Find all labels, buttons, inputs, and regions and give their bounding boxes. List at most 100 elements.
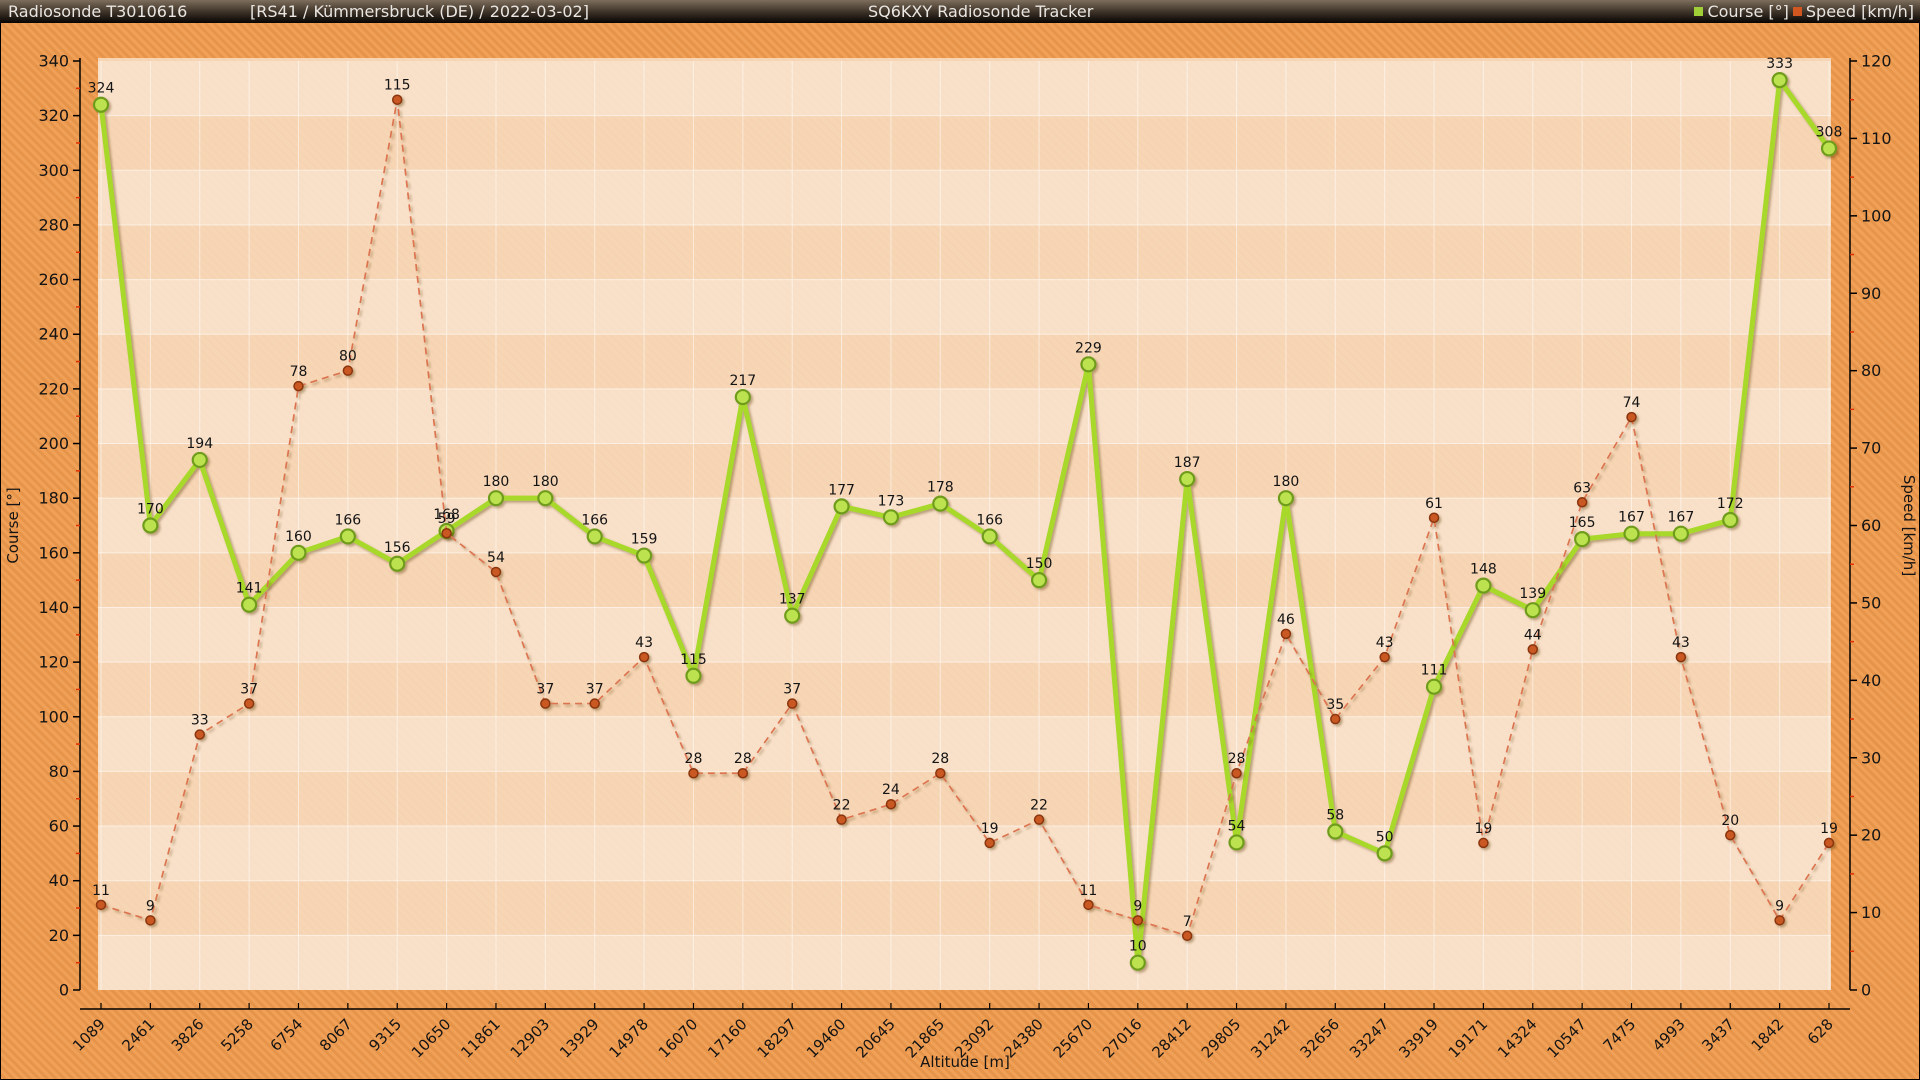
svg-text:Speed [km/h]: Speed [km/h] xyxy=(1900,475,1918,576)
svg-text:20: 20 xyxy=(1861,826,1881,845)
svg-text:19171: 19171 xyxy=(1445,1015,1491,1061)
svg-text:19: 19 xyxy=(1474,821,1492,837)
svg-text:1842: 1842 xyxy=(1748,1015,1788,1055)
svg-text:166: 166 xyxy=(976,512,1003,528)
svg-text:28: 28 xyxy=(685,751,703,767)
svg-text:11: 11 xyxy=(1080,883,1098,899)
svg-text:137: 137 xyxy=(779,592,806,608)
chart-legend: Course [°] Speed [km/h] xyxy=(1694,0,1914,23)
chart-svg: 0204060801001201401601802002202402602803… xyxy=(4,52,1918,1072)
svg-text:180: 180 xyxy=(483,474,510,490)
svg-text:120: 120 xyxy=(38,653,69,672)
svg-text:16070: 16070 xyxy=(655,1015,701,1061)
svg-text:9: 9 xyxy=(1133,898,1142,914)
svg-text:139: 139 xyxy=(1519,586,1546,602)
svg-text:229: 229 xyxy=(1075,340,1102,356)
svg-text:160: 160 xyxy=(38,543,69,562)
svg-text:80: 80 xyxy=(49,762,69,781)
svg-text:148: 148 xyxy=(1470,562,1497,578)
svg-text:54: 54 xyxy=(1228,818,1246,834)
svg-text:60: 60 xyxy=(49,817,69,836)
svg-text:217: 217 xyxy=(729,373,756,389)
svg-text:58: 58 xyxy=(1326,808,1344,824)
svg-text:14324: 14324 xyxy=(1494,1015,1540,1061)
svg-text:220: 220 xyxy=(38,379,69,398)
svg-text:110: 110 xyxy=(1861,129,1892,148)
svg-text:10: 10 xyxy=(1129,939,1147,955)
svg-text:159: 159 xyxy=(631,532,658,548)
svg-text:194: 194 xyxy=(186,436,213,452)
svg-text:28: 28 xyxy=(734,751,752,767)
svg-text:46: 46 xyxy=(1277,612,1295,628)
svg-text:156: 156 xyxy=(384,540,411,556)
svg-text:0: 0 xyxy=(59,981,69,1000)
svg-text:30: 30 xyxy=(1861,748,1881,767)
svg-text:166: 166 xyxy=(334,512,361,528)
svg-text:50: 50 xyxy=(1376,829,1394,845)
svg-text:43: 43 xyxy=(1376,635,1394,651)
svg-text:11861: 11861 xyxy=(457,1015,503,1061)
svg-text:43: 43 xyxy=(1672,635,1690,651)
svg-text:40: 40 xyxy=(49,871,69,890)
svg-text:13929: 13929 xyxy=(556,1015,602,1061)
svg-text:90: 90 xyxy=(1861,284,1881,303)
svg-text:324: 324 xyxy=(88,81,115,97)
svg-text:320: 320 xyxy=(38,106,69,125)
svg-text:187: 187 xyxy=(1174,455,1201,471)
svg-text:33247: 33247 xyxy=(1346,1015,1392,1061)
course-legend-swatch xyxy=(1694,7,1704,16)
svg-text:7: 7 xyxy=(1183,914,1192,930)
svg-text:170: 170 xyxy=(137,502,164,518)
svg-text:111: 111 xyxy=(1421,663,1448,679)
svg-text:43: 43 xyxy=(635,635,653,651)
svg-text:80: 80 xyxy=(339,349,357,365)
svg-text:59: 59 xyxy=(438,511,456,527)
svg-text:6754: 6754 xyxy=(267,1015,307,1055)
svg-text:180: 180 xyxy=(532,474,559,490)
station-id: Radiosonde T3010616 xyxy=(8,2,188,21)
svg-text:10547: 10547 xyxy=(1544,1015,1590,1061)
svg-text:80: 80 xyxy=(1861,361,1881,380)
svg-text:35: 35 xyxy=(1326,697,1344,713)
svg-text:115: 115 xyxy=(384,78,411,94)
svg-text:11: 11 xyxy=(92,883,110,899)
svg-text:63: 63 xyxy=(1573,480,1591,496)
svg-text:280: 280 xyxy=(38,215,69,234)
legend-item-speed[interactable]: Speed [km/h] xyxy=(1792,0,1914,23)
svg-text:33: 33 xyxy=(191,713,209,729)
svg-text:22: 22 xyxy=(833,798,851,814)
chart-canvas: 0 20 40 60 80 100 120 140 160 180 200 220 240 260 280 3… xyxy=(0,23,1920,1080)
svg-text:54: 54 xyxy=(487,550,505,566)
svg-text:180: 180 xyxy=(38,489,69,508)
svg-text:20645: 20645 xyxy=(852,1015,898,1061)
title-bar: Radiosonde T3010616 [RS41 / Kümmersbruck… xyxy=(0,0,1920,23)
svg-text:10: 10 xyxy=(1861,903,1881,922)
svg-text:141: 141 xyxy=(236,581,263,597)
svg-text:308: 308 xyxy=(1816,124,1843,140)
course-legend-label: Course [°] xyxy=(1707,2,1789,21)
svg-text:168: 168 xyxy=(433,507,460,523)
svg-text:8067: 8067 xyxy=(316,1015,356,1055)
svg-text:22: 22 xyxy=(1030,798,1048,814)
legend-item-course[interactable]: Course [°] xyxy=(1694,0,1789,23)
svg-text:166: 166 xyxy=(581,512,608,528)
svg-text:200: 200 xyxy=(38,434,69,453)
svg-text:50: 50 xyxy=(1861,593,1881,612)
svg-text:165: 165 xyxy=(1569,515,1596,531)
svg-text:37: 37 xyxy=(586,682,604,698)
course-value-labels: 324 170 194 141 160 166 156 168 180 180 166 159 115 2… xyxy=(88,56,1843,955)
launch-details: [RS41 / Kümmersbruck (DE) / 2022-03-02] xyxy=(250,2,589,21)
svg-text:300: 300 xyxy=(38,161,69,180)
svg-text:260: 260 xyxy=(38,270,69,289)
svg-text:140: 140 xyxy=(38,598,69,617)
svg-text:4993: 4993 xyxy=(1649,1015,1689,1055)
svg-text:167: 167 xyxy=(1668,510,1695,526)
svg-text:28: 28 xyxy=(1228,751,1246,767)
svg-text:167: 167 xyxy=(1618,510,1645,526)
svg-text:9315: 9315 xyxy=(365,1015,405,1055)
svg-text:17160: 17160 xyxy=(704,1015,750,1061)
svg-text:7475: 7475 xyxy=(1600,1015,1640,1055)
svg-text:25670: 25670 xyxy=(1050,1015,1096,1061)
svg-text:19460: 19460 xyxy=(803,1015,849,1061)
